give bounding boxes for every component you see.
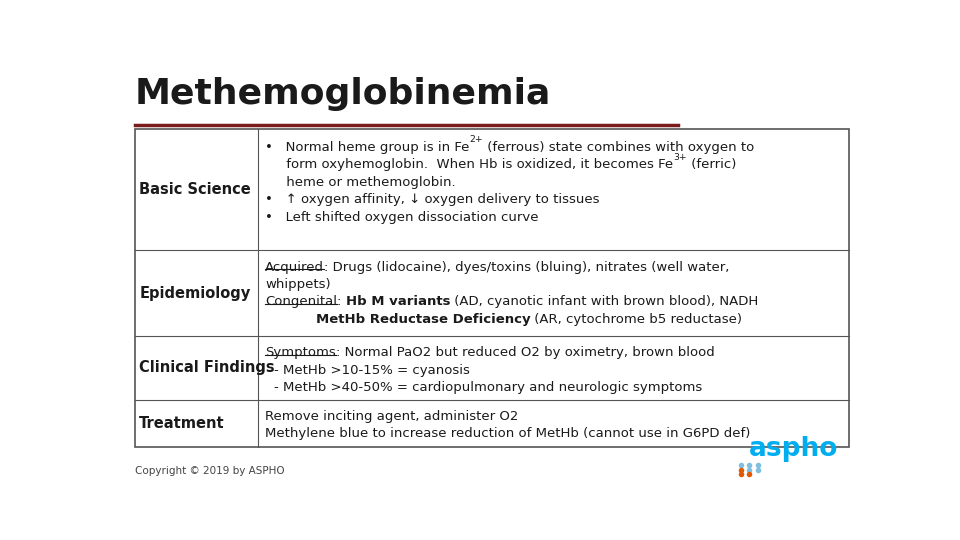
Text: 3+: 3+ [673, 158, 686, 167]
Text: whippets): whippets) [265, 278, 330, 291]
Text: aspho: aspho [749, 436, 838, 462]
Text: : Normal PaO2 but reduced O2 by oximetry, brown blood: : Normal PaO2 but reduced O2 by oximetry… [336, 346, 714, 360]
Text: Copyright © 2019 by ASPHO: Copyright © 2019 by ASPHO [134, 465, 284, 476]
Text: Acquired: Acquired [265, 260, 324, 274]
Text: MetHb Reductase Deficiency: MetHb Reductase Deficiency [316, 313, 530, 326]
Text: Methylene blue to increase reduction of MetHb (cannot use in G6PD def): Methylene blue to increase reduction of … [265, 428, 751, 441]
Text: Treatment: Treatment [139, 416, 225, 431]
Text: form oxyhemoglobin.  When Hb is oxidized, it becomes Fe: form oxyhemoglobin. When Hb is oxidized,… [265, 158, 673, 171]
Text: 3+: 3+ [673, 153, 686, 162]
Text: Clinical Findings: Clinical Findings [139, 360, 275, 375]
Text: : Drugs (lidocaine), dyes/toxins (bluing), nitrates (well water,: : Drugs (lidocaine), dyes/toxins (bluing… [324, 260, 730, 274]
Text: •   Normal heme group is in Fe: • Normal heme group is in Fe [265, 141, 469, 154]
Text: Epidemiology: Epidemiology [139, 286, 251, 301]
Text: 2+: 2+ [469, 136, 483, 145]
Text: •   ↑ oxygen affinity, ↓ oxygen delivery to tissues: • ↑ oxygen affinity, ↓ oxygen delivery t… [265, 193, 600, 206]
Text: heme or methemoglobin.: heme or methemoglobin. [265, 176, 456, 189]
Text: - MetHb >10-15% = cyanosis: - MetHb >10-15% = cyanosis [274, 364, 469, 377]
Text: Basic Science: Basic Science [139, 182, 252, 197]
Text: Congenital: Congenital [265, 295, 337, 308]
Text: Remove inciting agent, administer O2: Remove inciting agent, administer O2 [265, 410, 518, 423]
Text: - MetHb >40-50% = cardiopulmonary and neurologic symptoms: - MetHb >40-50% = cardiopulmonary and ne… [274, 381, 703, 394]
Text: •   Left shifted oxygen dissociation curve: • Left shifted oxygen dissociation curve [265, 211, 539, 224]
Text: Hb M variants: Hb M variants [346, 295, 450, 308]
Text: (AR, cytochrome b5 reductase): (AR, cytochrome b5 reductase) [530, 313, 742, 326]
Text: (ferric): (ferric) [686, 158, 736, 171]
Text: Methemoglobinemia: Methemoglobinemia [134, 77, 551, 111]
Text: 2+: 2+ [469, 141, 483, 150]
Text: (ferrous) state combines with oxygen to: (ferrous) state combines with oxygen to [483, 141, 755, 154]
Text: Symptoms: Symptoms [265, 346, 336, 360]
Text: (AD, cyanotic infant with brown blood), NADH: (AD, cyanotic infant with brown blood), … [450, 295, 758, 308]
Text: :: : [337, 295, 346, 308]
